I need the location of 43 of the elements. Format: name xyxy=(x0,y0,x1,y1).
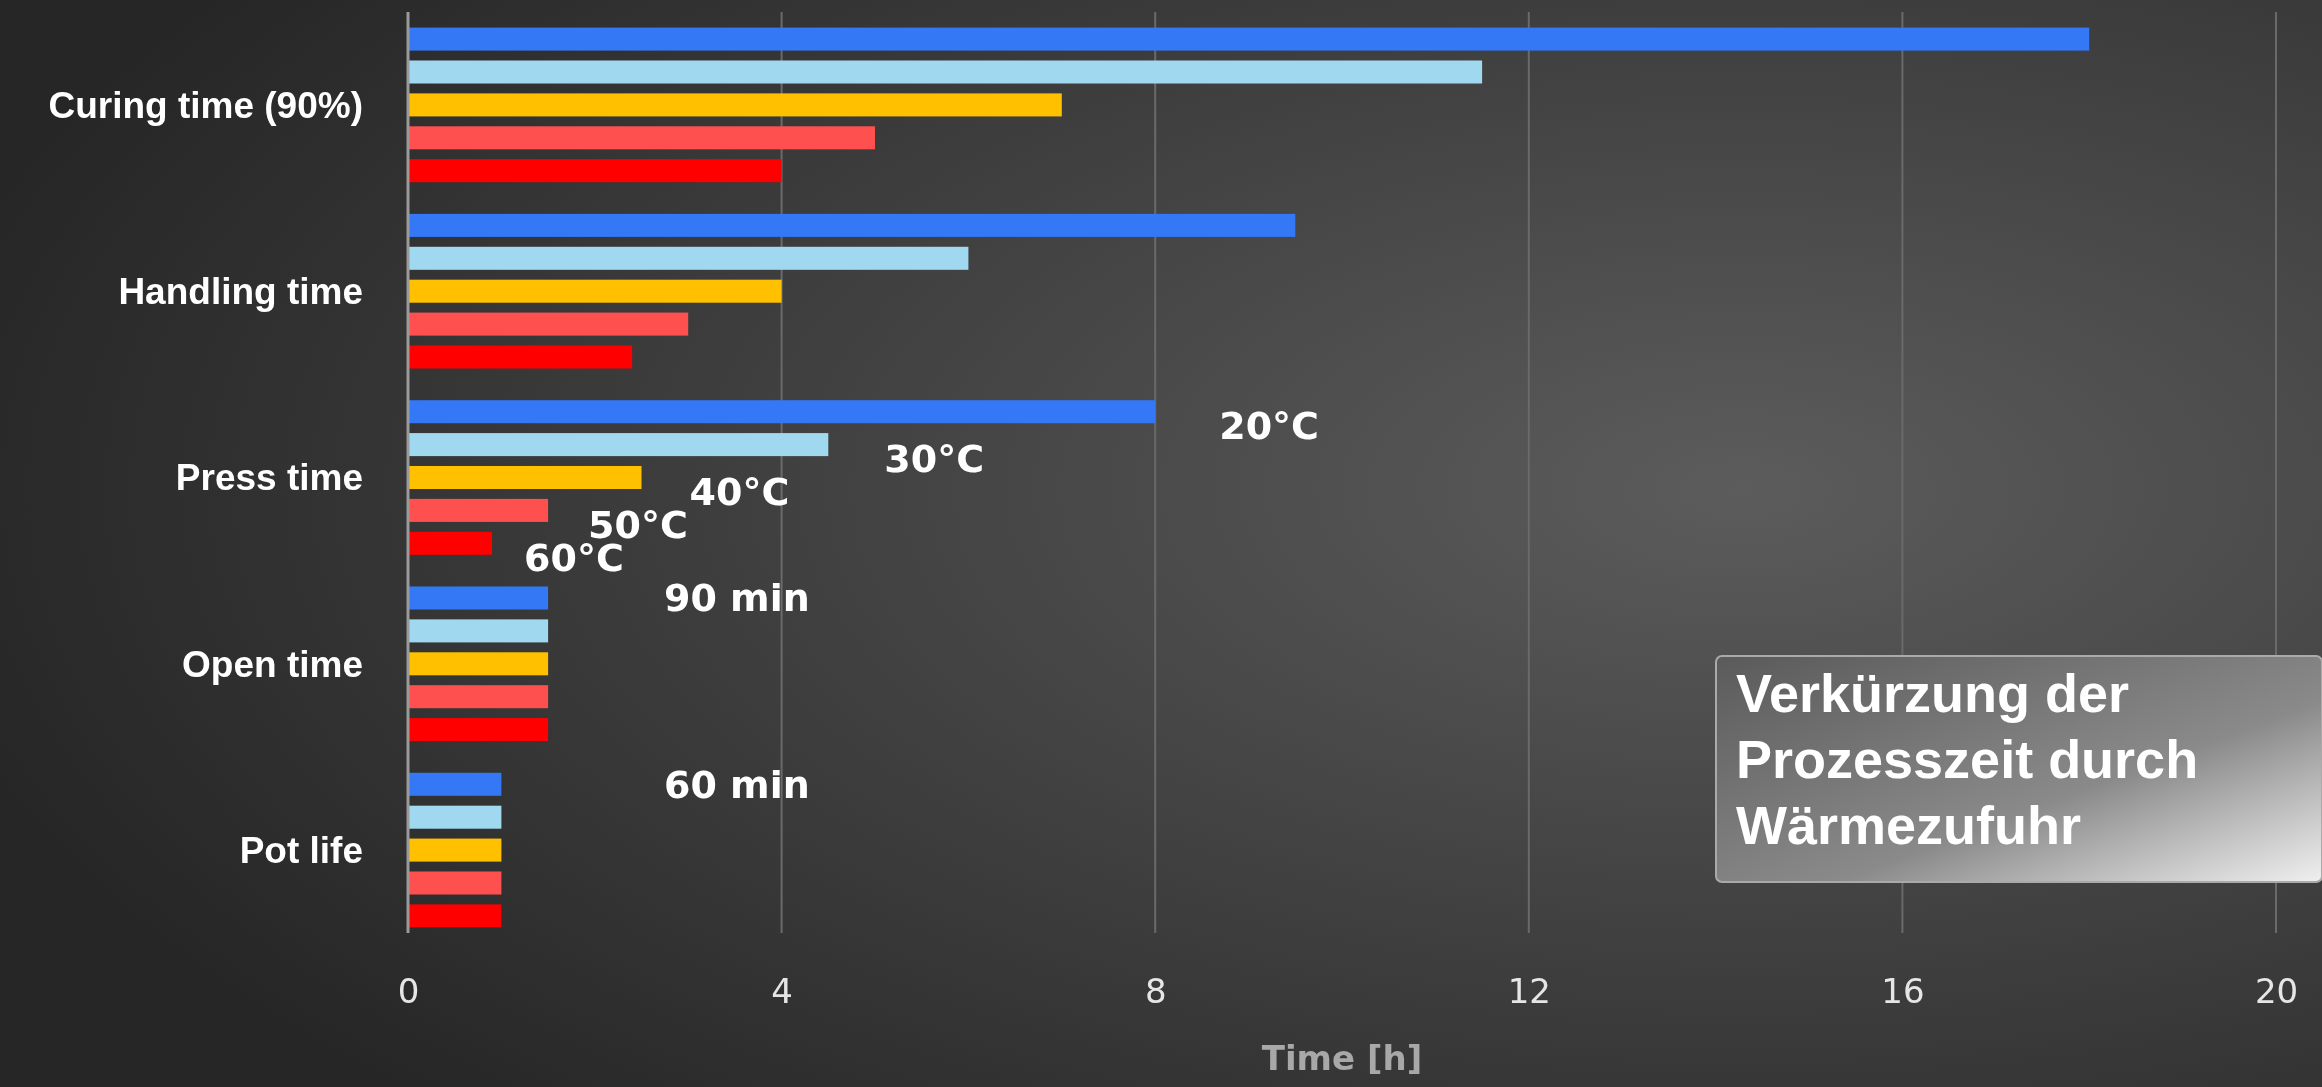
bar xyxy=(408,213,1296,237)
bar xyxy=(408,433,829,457)
bar xyxy=(408,465,642,490)
series-label: 20°C xyxy=(1219,404,1319,448)
bar xyxy=(408,312,689,336)
y-tick-label: Curing time (90%) xyxy=(48,84,363,126)
bar xyxy=(408,871,502,895)
bar xyxy=(408,60,1483,84)
bar xyxy=(408,718,549,742)
annotation: Verkürzung der Prozesszeit durch Wärmezufuhr xyxy=(1736,663,2199,855)
x-tick-label: 4 xyxy=(771,971,793,1012)
x-tick-label: 0 xyxy=(397,971,420,1012)
x-tick-label: 8 xyxy=(1144,971,1167,1012)
bar xyxy=(408,904,502,928)
bar xyxy=(408,246,969,270)
series-label: 40°C xyxy=(689,469,790,514)
bar xyxy=(408,345,633,369)
bar xyxy=(408,619,549,643)
bar xyxy=(408,531,493,555)
bar xyxy=(408,27,2090,51)
series-label: 30°C xyxy=(884,436,985,481)
bar xyxy=(408,279,782,303)
bar xyxy=(408,126,875,150)
bar xyxy=(408,159,782,183)
y-tick-label: Handling time xyxy=(118,271,363,313)
x-axis-title: Time [h] xyxy=(1261,1038,1423,1078)
bar xyxy=(408,685,549,709)
bar xyxy=(408,652,549,676)
bar xyxy=(408,772,502,796)
annotation: 90 min xyxy=(664,576,810,621)
bar xyxy=(408,838,502,862)
x-tick-label: 20 xyxy=(2254,971,2299,1012)
y-tick-label: Press time xyxy=(175,457,363,499)
bar xyxy=(408,498,549,522)
bar xyxy=(408,400,1156,424)
bar xyxy=(408,586,549,610)
x-tick-label: 12 xyxy=(1507,971,1551,1012)
y-tick-label: Pot life xyxy=(239,830,363,872)
x-tick-label: 16 xyxy=(1881,971,1925,1012)
annotation: 60 min xyxy=(664,762,810,807)
bar xyxy=(408,805,502,829)
y-tick-label: Open time xyxy=(182,643,363,685)
bar xyxy=(408,93,1062,117)
